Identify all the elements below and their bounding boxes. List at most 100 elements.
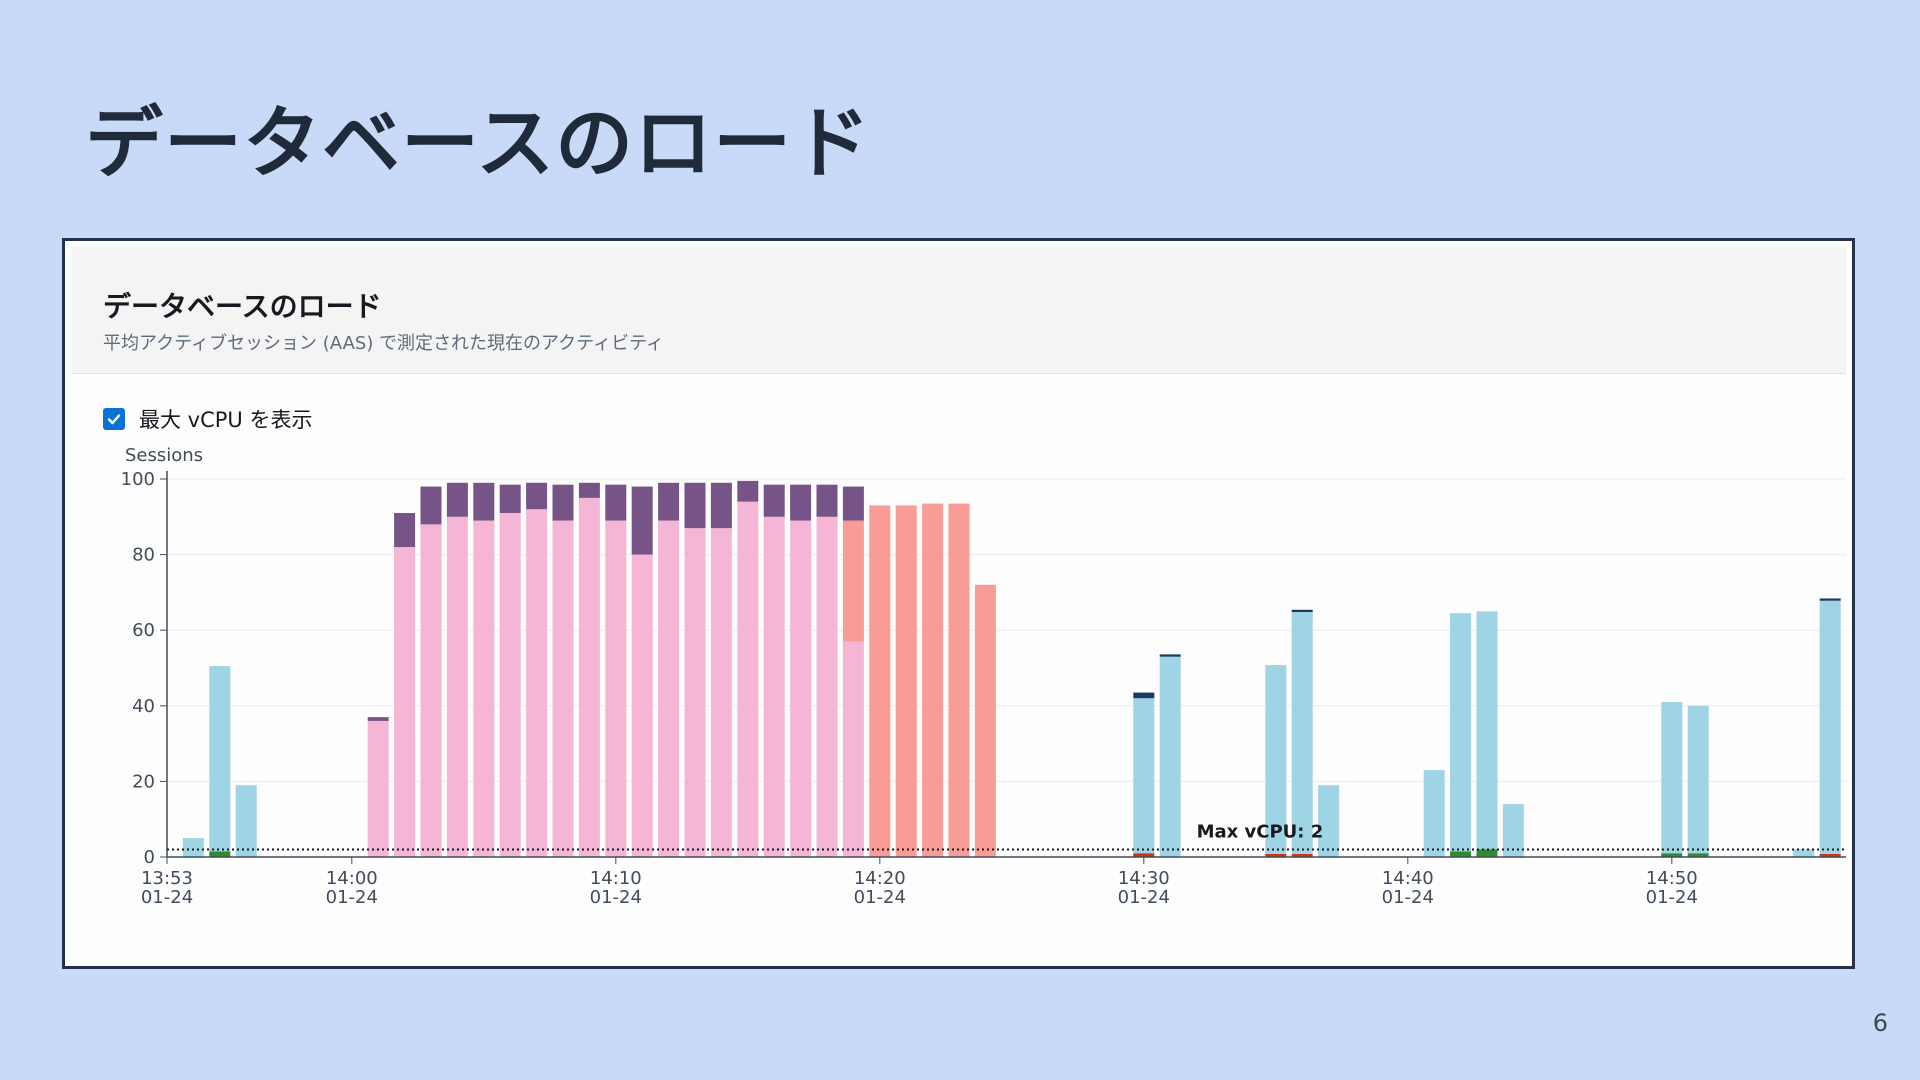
y-tick-label: 40 — [132, 696, 155, 717]
bar-segment-lightblue — [235, 785, 257, 857]
bar-segment-green — [1661, 853, 1683, 857]
bar-segment-lightblue — [182, 838, 204, 857]
bar-segment-lightblue — [1133, 698, 1155, 854]
x-tick-date-label: 01-24 — [590, 887, 642, 908]
bar-segment-salmon — [948, 503, 970, 857]
x-tick-time-label: 13:53 — [141, 868, 193, 889]
x-tick-date-label: 01-24 — [1382, 887, 1434, 908]
x-tick-date-label: 01-24 — [141, 887, 193, 908]
bar-segment-pink — [552, 520, 574, 857]
bar-segment-purple — [605, 484, 627, 521]
bar-segment-navy — [1291, 609, 1313, 613]
bar-segment-purple — [578, 482, 600, 498]
bar-segment-red — [1819, 853, 1841, 857]
bar-segment-purple — [816, 484, 838, 517]
bar-segment-purple — [367, 717, 389, 721]
bar-segment-purple — [473, 482, 495, 521]
bar-segment-pink — [790, 520, 812, 857]
bar-segment-pink — [737, 501, 759, 857]
bar-segment-purple — [763, 484, 785, 517]
card-body: 最大 vCPU を表示 0 20 40 60 80 100 Sessions Max vCPU… — [71, 374, 1846, 960]
bar-segment-lightblue — [1793, 849, 1815, 857]
bar-segment-navy — [1133, 692, 1155, 699]
x-tick-time-label: 14:50 — [1646, 868, 1698, 889]
x-tick-date-label: 01-24 — [1646, 887, 1698, 908]
bar-segment-green — [209, 851, 231, 857]
bar-segment-purple — [446, 482, 468, 517]
bar-segment-lightblue — [1502, 804, 1524, 857]
bar-segment-pink — [446, 516, 468, 857]
bar-segment-lightblue — [1159, 656, 1181, 857]
bar-segment-navy — [1159, 654, 1181, 657]
bar-segment-pink — [684, 528, 706, 857]
bar-segment-purple — [420, 486, 442, 525]
bar-segment-lightblue — [209, 666, 231, 852]
bar-segment-lightblue — [1661, 702, 1683, 854]
bar-segment-salmon — [974, 584, 996, 857]
page-number: 6 — [1872, 1009, 1888, 1037]
card-title: データベースのロード — [103, 290, 382, 323]
bar-segment-lightblue — [1687, 705, 1709, 854]
show-max-vcpu-toggle[interactable]: 最大 vCPU を表示 — [103, 404, 312, 434]
bar-segment-purple — [394, 513, 416, 548]
bar-segment-lightblue — [1819, 600, 1841, 854]
bar-segment-purple — [526, 482, 548, 510]
x-tick-time-label: 14:40 — [1382, 868, 1434, 889]
checkbox-checked-icon[interactable] — [103, 408, 125, 430]
bar-segment-green — [1687, 853, 1709, 857]
x-tick-time-label: 14:20 — [854, 868, 906, 889]
y-tick-label: 80 — [132, 545, 155, 566]
bar-segment-salmon — [869, 505, 891, 857]
y-tick-label: 0 — [144, 847, 155, 868]
bar-segment-lightblue — [1265, 664, 1287, 854]
bar-segment-salmon — [895, 505, 917, 857]
bar-segment-lightblue — [1318, 785, 1340, 857]
bar-segment-green — [1450, 851, 1472, 857]
bar-segment-pink — [658, 520, 680, 857]
x-tick-time-label: 14:00 — [326, 868, 378, 889]
bar-segment-purple — [790, 484, 812, 521]
bar-segment-navy — [1819, 598, 1841, 601]
bar-segment-pink — [763, 516, 785, 857]
bar-segment-purple — [658, 482, 680, 521]
bar-segment-pink — [499, 513, 521, 857]
bar-segment-purple — [737, 480, 759, 502]
x-tick-date-label: 01-24 — [854, 887, 906, 908]
bar-segment-purple — [631, 486, 653, 555]
x-tick-date-label: 01-24 — [326, 887, 378, 908]
bar-segment-pink — [394, 547, 416, 857]
bar-segment-lightblue — [1423, 770, 1445, 857]
x-tick-date-label: 01-24 — [1118, 887, 1170, 908]
bar-segment-salmon — [842, 520, 864, 642]
bar-segment-pink — [367, 720, 389, 857]
bar-segment-pink — [420, 524, 442, 857]
x-tick-time-label: 14:10 — [590, 868, 642, 889]
checkbox-label: 最大 vCPU を表示 — [139, 408, 313, 432]
y-tick-label: 60 — [132, 620, 155, 641]
y-axis-title: Sessions — [125, 445, 203, 466]
bar-segment-pink — [473, 520, 495, 857]
bar-segment-pink — [631, 554, 653, 857]
bar-segment-pink — [842, 641, 864, 857]
bar-segment-lightblue — [1291, 612, 1313, 854]
bar-segment-red — [1133, 853, 1155, 857]
bar-segment-purple — [842, 486, 864, 521]
bar-segment-pink — [526, 509, 548, 857]
bar-segment-purple — [499, 484, 521, 514]
bar-segment-purple — [710, 482, 732, 529]
card-header: データベースのロード 平均アクティブセッション (AAS) で測定された現在のア… — [71, 247, 1846, 374]
bar-segment-purple — [552, 484, 574, 521]
max-vcpu-label: Max vCPU: 2 — [1197, 821, 1324, 842]
bar-segment-red — [1265, 853, 1287, 857]
y-tick-label: 100 — [121, 469, 155, 490]
bar-segment-pink — [578, 497, 600, 857]
bar-segment-pink — [605, 520, 627, 857]
bar-segment-green — [1476, 849, 1498, 857]
bar-segment-salmon — [922, 503, 944, 857]
slide-title: データベースのロード — [85, 99, 872, 189]
x-tick-time-label: 14:30 — [1118, 868, 1170, 889]
bar-segment-lightblue — [1476, 611, 1498, 850]
bar-segment-pink — [816, 516, 838, 857]
bar-segment-purple — [684, 482, 706, 529]
